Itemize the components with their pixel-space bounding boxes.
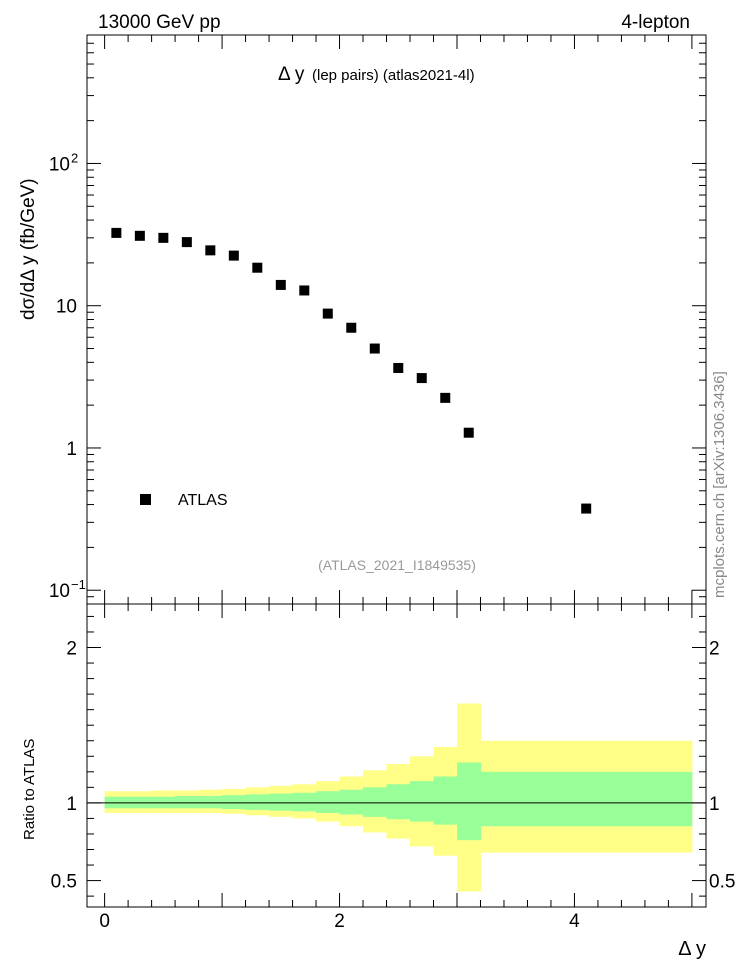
data-point-atlas: [322, 308, 333, 319]
x-axis-label: Δ y: [678, 938, 706, 960]
data-point-atlas: [581, 503, 592, 514]
stat-band-bin: [198, 795, 223, 809]
y-tick-base: 1: [66, 439, 77, 460]
y-tick-label: 1: [66, 439, 77, 460]
ratio-tick-label-right: 1: [709, 794, 720, 815]
atlas-data-points: [111, 227, 592, 514]
ratio-tick-label-right: 0.5: [709, 872, 735, 893]
ratio-tick-label-right: 2: [709, 639, 720, 660]
data-point-atlas: [134, 230, 145, 241]
ratio-tick-label-left: 0.5: [51, 872, 77, 893]
stat-band-bin: [363, 787, 388, 817]
stat-band-bin: [175, 795, 200, 809]
stat-band-bin: [480, 771, 693, 827]
ratio-tick-label-left: 2: [66, 639, 77, 660]
data-point-atlas: [440, 392, 451, 403]
analysis-id-label: (ATLAS_2021_I1849535): [318, 557, 476, 573]
y-tick-base: 10: [56, 297, 77, 318]
x-tick-label: 4: [569, 911, 580, 932]
data-point-atlas: [158, 232, 169, 243]
x-axis-ticks: 0 2 4: [99, 604, 693, 932]
ratio-axis-ticks: 0.5 0.5 1 1 2 2: [51, 615, 735, 897]
watermark-side-label: mcplots.cern.ch [arXiv:1306.3436]: [711, 371, 728, 598]
stat-band-bin: [222, 795, 247, 810]
y-tick-base: 10: [49, 154, 70, 175]
data-point-atlas: [463, 427, 474, 438]
data-point-atlas: [416, 373, 427, 384]
data-point-atlas: [393, 362, 404, 373]
ratio-y-axis-label: Ratio to ATLAS: [21, 739, 38, 840]
stat-band-bin: [386, 784, 411, 820]
stat-band-bin: [339, 789, 364, 815]
y-tick-exponent: −1: [71, 577, 86, 592]
y-tick-exponent: 2: [71, 150, 78, 165]
data-point-atlas: [228, 250, 239, 261]
data-point-atlas: [181, 237, 192, 248]
x-tick-label: 2: [334, 911, 345, 932]
y-tick-label: 10 2: [49, 150, 78, 175]
stat-band-bin: [245, 794, 270, 810]
ratio-plot-frame: [86, 603, 707, 908]
data-point-atlas: [299, 285, 310, 296]
ratio-uncertainty-bands: [104, 703, 693, 892]
data-point-atlas: [346, 322, 357, 333]
stat-band-bin: [292, 792, 317, 812]
plot-title-delta: Δ y: [278, 64, 305, 85]
data-point-atlas: [205, 245, 216, 256]
y-tick-label: 10 −1: [49, 577, 86, 602]
data-point-atlas: [275, 279, 286, 290]
stat-band-bin: [316, 791, 341, 813]
data-point-atlas: [252, 262, 263, 273]
stat-band-bin: [410, 781, 434, 822]
plot-title-sub: (lep pairs) (atlas2021-4l): [312, 67, 475, 84]
stat-band-bin: [456, 762, 481, 841]
energy-label: 13000 GeV pp: [98, 12, 221, 33]
data-point-atlas: [111, 227, 122, 238]
x-tick-label: 0: [99, 911, 110, 932]
data-point-atlas: [369, 343, 380, 354]
process-label: 4-lepton: [621, 12, 690, 33]
main-plot-frame: [86, 34, 707, 605]
legend-label-atlas: ATLAS: [178, 492, 228, 509]
legend-marker-atlas: [140, 494, 151, 505]
stat-band-bin: [433, 776, 458, 825]
main-y-axis-label: dσ/dΔ y (fb/GeV): [18, 178, 39, 320]
y-tick-base: 10: [49, 581, 70, 602]
ratio-tick-label-left: 1: [66, 794, 77, 815]
stat-band-bin: [269, 793, 294, 811]
y-tick-label: 10: [56, 297, 77, 318]
